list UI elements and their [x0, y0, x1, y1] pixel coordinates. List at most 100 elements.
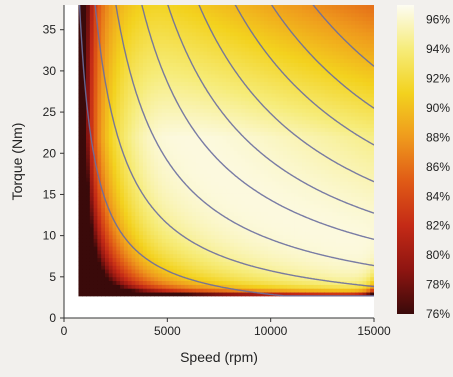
heatmap-cell	[203, 173, 208, 178]
heatmap-cell	[313, 66, 318, 71]
heatmap-cell	[101, 58, 106, 63]
heatmap-cell	[116, 81, 121, 86]
heatmap-cell	[245, 31, 250, 37]
heatmap-cell	[97, 8, 102, 14]
heatmap-cell	[207, 150, 212, 155]
heatmap-cell	[135, 276, 140, 282]
heatmap-cell	[207, 154, 212, 159]
heatmap-cell	[78, 96, 83, 102]
heatmap-cell	[176, 85, 182, 90]
heatmap-cell	[131, 47, 136, 52]
heatmap-cell	[230, 196, 235, 201]
heatmap-cell	[207, 280, 212, 285]
heatmap-cell	[120, 291, 125, 297]
heatmap-cell	[120, 27, 125, 33]
heatmap-cell	[230, 200, 235, 205]
heatmap-cell	[324, 261, 330, 266]
heatmap-cell	[218, 173, 224, 178]
heatmap-cell	[154, 66, 159, 71]
heatmap-cell	[271, 142, 277, 148]
heatmap-cell	[169, 20, 174, 25]
heatmap-cell	[305, 165, 311, 171]
heatmap-cell	[214, 85, 220, 90]
heatmap-cell	[135, 112, 140, 117]
heatmap-cell	[286, 85, 292, 90]
heatmap-cell	[154, 177, 159, 182]
heatmap-cell	[131, 268, 136, 274]
heatmap-cell	[245, 207, 250, 213]
heatmap-cell	[324, 219, 330, 224]
heatmap-cell	[256, 54, 261, 60]
heatmap-cell	[283, 203, 288, 209]
heatmap-cell	[93, 35, 99, 41]
heatmap-cell	[230, 169, 235, 174]
heatmap-cell	[294, 92, 299, 98]
heatmap-cell	[275, 123, 280, 129]
heatmap-cell	[245, 268, 250, 274]
heatmap-cell	[320, 123, 326, 129]
heatmap-cell	[230, 89, 235, 94]
heatmap-cell	[89, 89, 95, 94]
heatmap-cell	[127, 12, 133, 18]
heatmap-cell	[165, 246, 170, 251]
heatmap-cell	[176, 226, 182, 232]
heatmap-cell	[97, 20, 102, 25]
heatmap-cell	[97, 165, 102, 171]
heatmap-cell	[207, 219, 212, 224]
heatmap-cell	[169, 284, 174, 289]
heatmap-cell	[271, 92, 277, 98]
heatmap-cell	[324, 291, 330, 297]
heatmap-cell	[218, 39, 224, 44]
heatmap-cell	[271, 165, 277, 171]
heatmap-cell	[150, 173, 155, 178]
heatmap-cell	[180, 81, 186, 86]
heatmap-cell	[158, 77, 163, 83]
heatmap-cell	[86, 100, 91, 106]
heatmap-cell	[313, 158, 318, 163]
heatmap-cell	[320, 203, 326, 209]
heatmap-cell	[218, 146, 224, 151]
heatmap-cell	[165, 112, 170, 117]
heatmap-cell	[317, 265, 322, 270]
heatmap-cell	[180, 219, 186, 224]
heatmap-cell	[290, 89, 296, 94]
heatmap-cell	[305, 265, 311, 270]
heatmap-cell	[112, 5, 117, 10]
heatmap-cell	[320, 173, 326, 178]
heatmap-cell	[158, 173, 163, 178]
heatmap-cell	[199, 27, 205, 33]
heatmap-cell	[104, 35, 110, 41]
heatmap-cell	[271, 96, 277, 102]
heatmap-cell	[267, 92, 273, 98]
heatmap-cell	[271, 211, 277, 217]
heatmap-cell	[101, 89, 106, 94]
heatmap-cell	[283, 196, 288, 201]
heatmap-cell	[256, 154, 261, 159]
heatmap-cell	[245, 70, 250, 75]
heatmap-cell	[241, 272, 246, 278]
heatmap-cell	[305, 112, 311, 117]
heatmap-cell	[146, 50, 152, 56]
heatmap-cell	[298, 223, 303, 228]
heatmap-cell	[82, 43, 87, 48]
heatmap-cell	[211, 127, 216, 132]
heatmap-cell	[256, 127, 261, 132]
heatmap-cell	[86, 242, 91, 247]
heatmap-cell	[245, 223, 250, 228]
heatmap-cell	[294, 219, 299, 224]
heatmap-cell	[207, 288, 212, 293]
heatmap-cell	[226, 138, 231, 144]
heatmap-cell	[324, 200, 330, 205]
heatmap-cell	[139, 58, 144, 63]
heatmap-cell	[176, 291, 182, 297]
heatmap-cell	[180, 265, 186, 270]
heatmap-cell	[237, 158, 242, 163]
heatmap-cell	[161, 215, 167, 220]
heatmap-cell	[150, 242, 155, 247]
heatmap-cell	[131, 142, 136, 148]
heatmap-cell	[131, 138, 136, 144]
heatmap-cell	[180, 115, 186, 121]
heatmap-cell	[245, 242, 250, 247]
heatmap-cell	[169, 161, 174, 167]
heatmap-cell	[290, 58, 296, 63]
